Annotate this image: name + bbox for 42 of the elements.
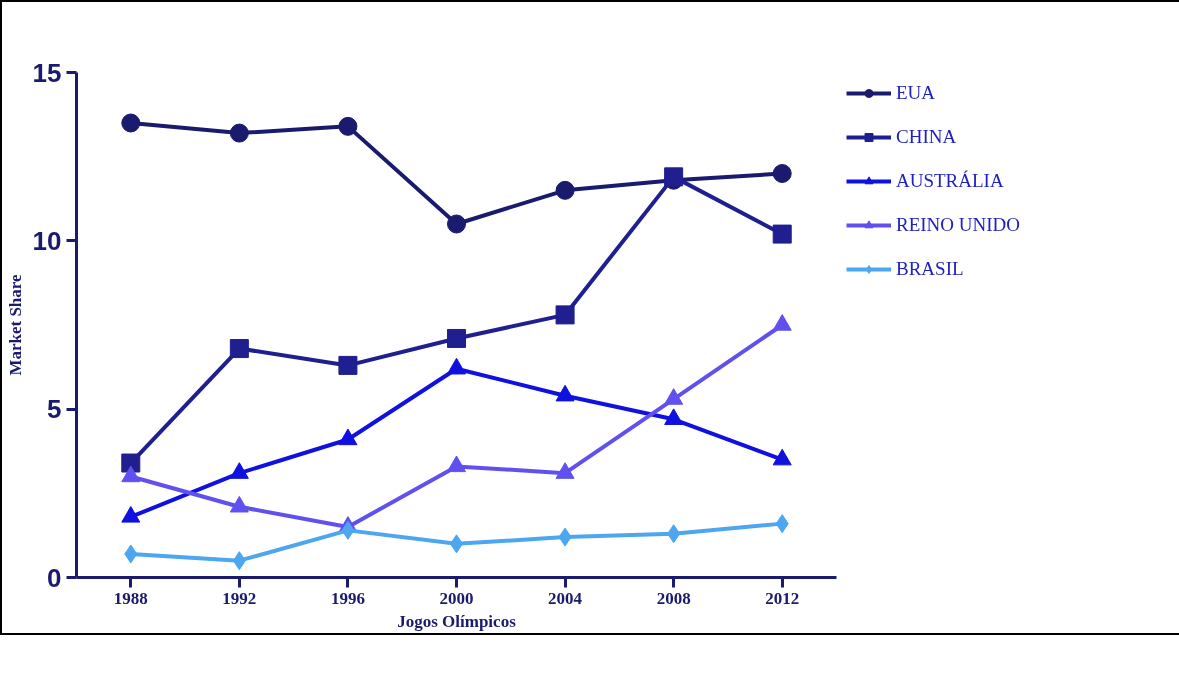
x-tick-label: 1988 [113, 588, 148, 608]
x-tick-label: 1992 [222, 588, 257, 608]
point [229, 495, 249, 513]
y-tick-label: 0 [47, 562, 62, 593]
x-tick-label: 1996 [330, 588, 365, 608]
x-tick-label: 2012 [765, 588, 800, 608]
point [772, 448, 792, 466]
point [229, 339, 249, 359]
point [121, 465, 141, 483]
point [338, 116, 358, 136]
point [447, 214, 466, 234]
point [447, 455, 466, 473]
point [447, 357, 466, 375]
y-tick-label: 10 [32, 225, 62, 256]
y-axis-title: Market Share [5, 273, 25, 376]
x-axis-title: Jogos Olímpicos [397, 611, 517, 631]
legend-label: EUA [896, 82, 936, 104]
y-tick-label: 5 [47, 394, 62, 425]
point [772, 164, 792, 183]
point [121, 113, 141, 133]
x-tick-label: 2000 [439, 588, 474, 608]
point [447, 328, 466, 348]
point [229, 462, 249, 479]
point [555, 305, 575, 325]
legend-label: CHINA [896, 126, 957, 148]
point [229, 123, 249, 143]
point [555, 180, 575, 200]
point [555, 462, 575, 479]
y-tick-label: 15 [32, 57, 62, 88]
point [338, 355, 358, 375]
legend-label: AUSTRÁLIA [896, 170, 1004, 192]
x-tick-label: 2008 [656, 588, 691, 608]
legend-label: BRASIL [896, 258, 964, 280]
point [772, 224, 792, 244]
point [555, 384, 575, 402]
point [772, 314, 792, 331]
legend-label: REINO UNIDO [896, 214, 1021, 236]
point [338, 428, 358, 446]
point [664, 408, 684, 425]
point [121, 506, 141, 523]
x-tick-label: 2004 [548, 588, 583, 608]
point [664, 388, 684, 405]
